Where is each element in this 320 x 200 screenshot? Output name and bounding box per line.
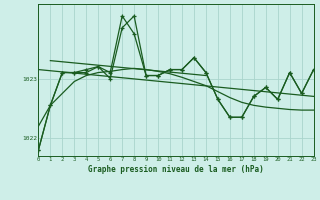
X-axis label: Graphe pression niveau de la mer (hPa): Graphe pression niveau de la mer (hPa) [88, 165, 264, 174]
